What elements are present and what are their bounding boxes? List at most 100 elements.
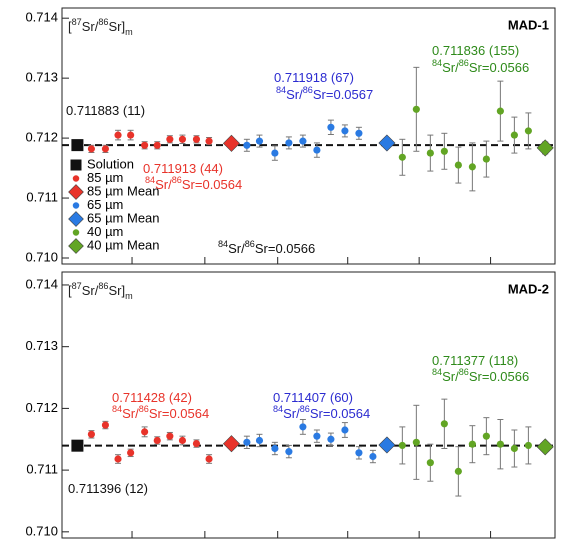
text-part: Sr/ bbox=[82, 19, 99, 34]
marker-circle bbox=[205, 455, 213, 463]
y-tick-label: 0.713 bbox=[25, 338, 58, 353]
marker-circle bbox=[114, 131, 122, 139]
marker-circle bbox=[285, 139, 293, 147]
marker-circle bbox=[192, 439, 201, 448]
marker-circle bbox=[153, 436, 161, 445]
plot-frame bbox=[61, 7, 556, 265]
annotation: 0.711428 (42) bbox=[112, 390, 192, 405]
marker-circle bbox=[114, 455, 122, 463]
marker-circle bbox=[285, 448, 293, 456]
text-part: Sr/ bbox=[442, 369, 459, 384]
annotation: 0.711883 (11) bbox=[66, 103, 145, 118]
y-tick-label: 0.712 bbox=[25, 130, 58, 145]
marker-circle bbox=[87, 145, 95, 153]
text-part: 84 bbox=[276, 85, 286, 95]
text-part: 0.711377 (118) bbox=[432, 353, 518, 368]
plot-frame bbox=[61, 271, 556, 539]
marker-circle bbox=[243, 141, 251, 149]
marker-circle bbox=[127, 131, 135, 139]
text-part: [ bbox=[68, 19, 72, 34]
panel-title: MAD-2 bbox=[508, 281, 549, 296]
text-part: Sr=0.0566 bbox=[469, 369, 529, 384]
marker-circle bbox=[524, 441, 532, 449]
marker-circle bbox=[426, 459, 434, 467]
marker-circle bbox=[127, 449, 135, 457]
text-part: Sr] bbox=[109, 283, 126, 298]
marker-circle bbox=[192, 135, 201, 143]
marker-circle bbox=[313, 432, 321, 440]
marker-diamond bbox=[222, 435, 240, 453]
text-part: Sr] bbox=[109, 19, 126, 34]
text-part: Sr/ bbox=[228, 241, 245, 256]
marker-circle bbox=[440, 420, 448, 428]
marker-circle bbox=[482, 155, 490, 163]
marker-circle bbox=[101, 145, 109, 153]
marker-circle bbox=[398, 153, 406, 161]
y-tick-label: 0.711 bbox=[26, 462, 58, 477]
text-part: 84 bbox=[145, 175, 155, 185]
marker-circle bbox=[468, 163, 476, 171]
annotation: 0.711913 (44) bbox=[143, 161, 223, 176]
marker-circle bbox=[496, 440, 504, 448]
marker-circle bbox=[454, 467, 462, 475]
marker-square bbox=[70, 159, 82, 171]
marker-circle bbox=[355, 449, 363, 457]
text-part: 86 bbox=[459, 58, 469, 68]
annotation: 0.711407 (60) bbox=[273, 390, 353, 405]
marker-circle bbox=[510, 444, 518, 453]
marker-circle bbox=[440, 147, 448, 155]
text-part: 84 bbox=[112, 404, 122, 414]
marker-diamond bbox=[378, 436, 396, 454]
annotation: 84Sr/86Sr=0.0564 bbox=[145, 175, 242, 192]
annotation: 0.711836 (155) bbox=[432, 43, 519, 58]
panel-title: MAD-1 bbox=[508, 17, 549, 32]
marker-circle bbox=[141, 141, 149, 149]
text-part: Sr/ bbox=[286, 87, 303, 102]
text-part: 86 bbox=[139, 404, 149, 414]
text-part: 86 bbox=[172, 175, 182, 185]
text-part: Sr=0.0564 bbox=[149, 406, 209, 421]
marker-circle bbox=[369, 452, 377, 461]
annotation: 84Sr/86Sr=0.0566 bbox=[432, 58, 529, 75]
text-part: 0.711428 (42) bbox=[112, 390, 192, 405]
marker-diamond bbox=[536, 139, 554, 157]
legend-label: 65 µm bbox=[87, 197, 123, 212]
y-tick-label: 0.710 bbox=[25, 523, 58, 538]
y-tick-label: 0.714 bbox=[25, 10, 58, 25]
annotation: 84Sr/86Sr=0.0567 bbox=[276, 85, 373, 102]
marker-circle bbox=[271, 444, 279, 453]
marker-diamond bbox=[68, 211, 84, 227]
text-part: Sr=0.0564 bbox=[182, 177, 242, 192]
marker-circle bbox=[178, 436, 187, 445]
legend-label: 65 µm Mean bbox=[87, 210, 160, 225]
marker-circle bbox=[313, 146, 321, 154]
marker-circle bbox=[355, 129, 363, 137]
marker-circle bbox=[510, 131, 518, 139]
marker-circle bbox=[299, 423, 307, 431]
y-tick-label: 0.714 bbox=[25, 276, 58, 291]
marker-circle bbox=[412, 438, 420, 446]
text-part: 84 bbox=[432, 367, 442, 377]
annotation: 84Sr/86Sr=0.0566 bbox=[218, 239, 315, 256]
text-part: 86 bbox=[98, 17, 108, 27]
marker-circle bbox=[178, 135, 187, 143]
text-part: 87 bbox=[72, 17, 82, 27]
legend-label: Solution bbox=[87, 156, 134, 171]
text-part: 84 bbox=[273, 404, 283, 414]
text-part: 0.711913 (44) bbox=[143, 161, 223, 176]
text-part: Sr/ bbox=[82, 283, 99, 298]
marker-circle bbox=[341, 426, 349, 434]
marker-square bbox=[71, 139, 84, 152]
marker-circle bbox=[72, 175, 80, 182]
marker-circle bbox=[327, 123, 335, 131]
text-part: Sr=0.0564 bbox=[310, 406, 370, 421]
marker-circle bbox=[101, 421, 109, 429]
text-part: 86 bbox=[300, 404, 310, 414]
text-part: m bbox=[125, 27, 133, 37]
marker-diamond bbox=[68, 238, 84, 254]
annotation: 84Sr/86Sr=0.0564 bbox=[112, 404, 209, 421]
annotation: 0.711918 (67) bbox=[274, 70, 354, 85]
marker-circle bbox=[205, 137, 213, 145]
marker-diamond bbox=[378, 134, 396, 152]
